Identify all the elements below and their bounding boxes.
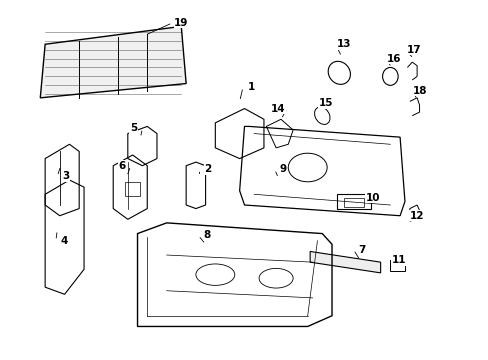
Text: 16: 16 [386,54,401,64]
Bar [336,194,370,208]
Bar [389,260,404,271]
Text: 12: 12 [409,211,424,221]
Text: 3: 3 [62,171,69,181]
Text: 14: 14 [271,104,285,113]
Text: 7: 7 [358,245,365,255]
Text: 2: 2 [204,164,211,174]
Text: 4: 4 [61,236,68,246]
Text: 11: 11 [391,255,406,265]
Text: 10: 10 [365,193,379,203]
Text: 1: 1 [248,82,255,92]
Text: 17: 17 [406,45,420,55]
Text: 19: 19 [174,18,188,28]
Polygon shape [40,26,186,98]
Polygon shape [309,251,380,273]
Bar [344,198,363,207]
Text: 8: 8 [203,230,210,240]
Text: 13: 13 [336,39,351,49]
Text: 18: 18 [412,86,427,96]
Text: 5: 5 [130,123,137,133]
Text: 9: 9 [279,164,286,174]
Bar [125,182,140,196]
Text: 15: 15 [318,98,333,108]
Text: 6: 6 [118,161,125,171]
